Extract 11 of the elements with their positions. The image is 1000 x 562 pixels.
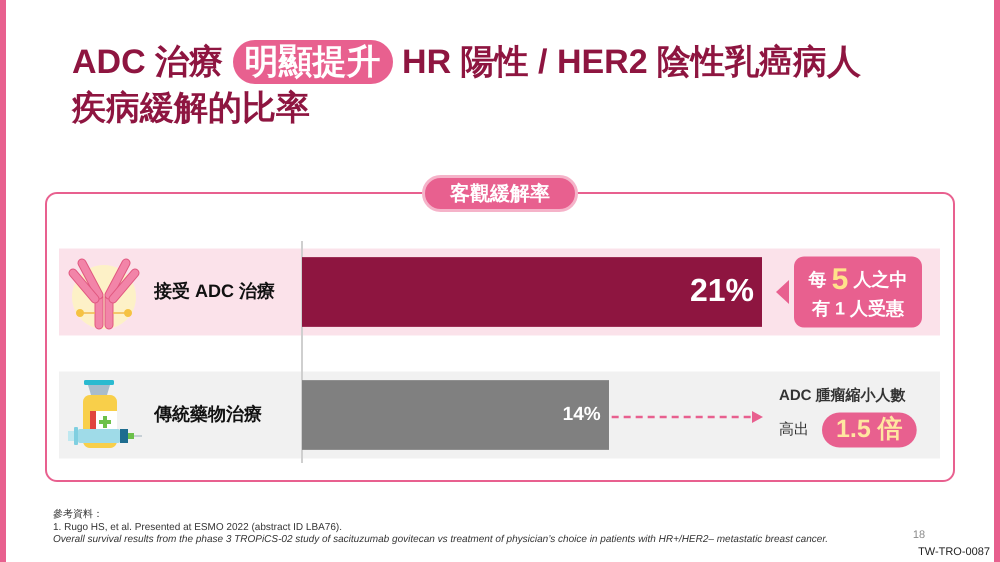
text: 1. Rugo HS, et al. Presented at ESMO 2022 (abstract ID LBA76). [53, 522, 344, 534]
annotation: 每 5 人之中有 1 人受惠 [808, 262, 908, 318]
data-label: 14% [562, 404, 601, 426]
chart-subtitle: 客觀緩解率 [422, 175, 578, 212]
text: ADC 腫瘤縮小人數高出 1.5 倍 [779, 387, 906, 443]
text: Overall survival results from the phase 3 TROPiCS-02 study of sacituzumab govitecan vs treatment of physician’s choice in patients with HR+/HER2– metastatic breast cancer. [53, 534, 830, 546]
chart-title: ADC 治療 明顯提升 HR 陽性 / HER2 陰性乳癌病人疾病緩解的比率 [72, 43, 862, 127]
text: 18 [912, 529, 926, 541]
text: 參考資料： [53, 509, 104, 522]
text: TW-TRO-0087 [918, 546, 990, 558]
data-label: 21% [690, 272, 754, 308]
